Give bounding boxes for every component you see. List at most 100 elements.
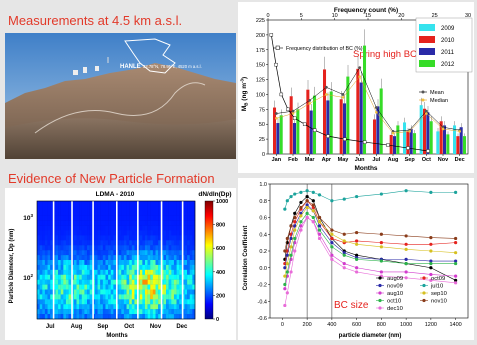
heat-cell xyxy=(179,235,183,241)
heat-cell xyxy=(68,240,72,246)
heat-cell xyxy=(179,304,183,310)
heat-cell xyxy=(155,215,159,221)
heat-cell xyxy=(189,240,193,246)
heat-cell xyxy=(166,255,169,261)
heat-cell xyxy=(147,230,151,236)
heat-cell xyxy=(50,230,53,236)
median-line xyxy=(276,76,460,134)
heat-cell xyxy=(142,309,146,315)
heat-cell xyxy=(58,240,61,246)
point-oct10 xyxy=(289,253,293,257)
legend-label-jul10: jul10 xyxy=(430,284,443,290)
heat-cell xyxy=(150,215,154,221)
heat-cell xyxy=(110,225,114,231)
heat-cell xyxy=(171,294,175,300)
heat-cell xyxy=(142,230,146,236)
heat-cell xyxy=(192,304,196,310)
heat-cell xyxy=(65,235,69,241)
heat-cell xyxy=(142,245,146,251)
heat-cell xyxy=(100,250,104,256)
heat-cell xyxy=(55,250,59,256)
heat-cell xyxy=(94,240,98,246)
heat-cell xyxy=(129,299,132,305)
heat-cell xyxy=(84,250,88,256)
heat-cell xyxy=(50,279,53,285)
heat-cell xyxy=(76,260,80,266)
month-label: Jan xyxy=(272,157,282,163)
heat-cell xyxy=(173,304,177,310)
heat-cell xyxy=(76,210,80,216)
heat-cell xyxy=(179,250,183,256)
heat-cell xyxy=(60,279,64,285)
point-nov09 xyxy=(454,259,458,263)
heat-cell xyxy=(126,284,130,290)
heat-cell xyxy=(139,245,143,251)
heat-cell xyxy=(113,250,117,256)
heat-cell xyxy=(55,235,59,241)
mean-marker xyxy=(424,109,428,113)
y-label-exp: -3 xyxy=(240,79,245,83)
heat-cell xyxy=(81,250,85,256)
heat-cell xyxy=(105,235,109,241)
heat-cell xyxy=(102,289,106,295)
heat-cell xyxy=(171,240,175,246)
heat-cell xyxy=(131,245,135,251)
heat-cell xyxy=(105,279,109,285)
heat-cell xyxy=(60,284,64,290)
point-jul10 xyxy=(429,190,433,194)
heat-cell xyxy=(87,264,90,271)
heat-cell xyxy=(110,230,114,236)
heat-cell xyxy=(110,201,114,207)
heat-cell xyxy=(55,269,59,275)
heat-cell xyxy=(166,210,169,216)
heat-cell xyxy=(44,250,48,256)
heat-cell xyxy=(113,235,117,241)
legend-swatch-2010 xyxy=(419,36,435,43)
heat-cell xyxy=(123,294,127,300)
heat-cell xyxy=(100,205,104,212)
heat-cell xyxy=(79,225,82,231)
heat-cell xyxy=(113,255,117,261)
heat-cell xyxy=(37,274,40,280)
data-gap xyxy=(92,201,94,319)
heat-cell xyxy=(168,235,172,241)
heat-cell xyxy=(118,304,122,310)
heat-cell xyxy=(163,225,167,231)
heat-cell xyxy=(184,284,188,290)
point-sep10 xyxy=(317,220,322,224)
data-gap xyxy=(71,201,73,319)
heat-cell xyxy=(37,240,40,246)
heat-cell xyxy=(94,235,98,241)
legend-swatch-2011 xyxy=(419,48,435,55)
bar-2012-Jan xyxy=(279,115,283,154)
heat-cell xyxy=(94,205,98,212)
heat-cell xyxy=(192,260,196,266)
heat-cell xyxy=(68,289,72,295)
heat-cell xyxy=(63,201,67,207)
heat-cell xyxy=(166,304,169,310)
heat-cell xyxy=(79,299,82,305)
point-dec10 xyxy=(342,266,346,270)
point-sep10 xyxy=(379,245,383,249)
heat-cell xyxy=(55,314,59,320)
heat-cell xyxy=(189,250,193,256)
heat-cell xyxy=(187,210,190,216)
heat-cell xyxy=(50,309,53,315)
heat-cell xyxy=(187,225,190,231)
heat-cell xyxy=(173,264,177,271)
heat-cell xyxy=(131,289,135,295)
heat-cell xyxy=(171,210,175,216)
heat-cell xyxy=(60,269,64,275)
heat-cell xyxy=(139,201,143,207)
heat-cell xyxy=(144,255,148,261)
heat-cell xyxy=(168,294,172,300)
heat-cell xyxy=(139,225,143,231)
heat-cell xyxy=(44,264,48,271)
heat-cell xyxy=(73,304,77,310)
point-oct09 xyxy=(293,220,297,224)
point-aug09 xyxy=(311,199,315,203)
heat-cell xyxy=(179,255,183,261)
heat-cell xyxy=(79,201,82,207)
